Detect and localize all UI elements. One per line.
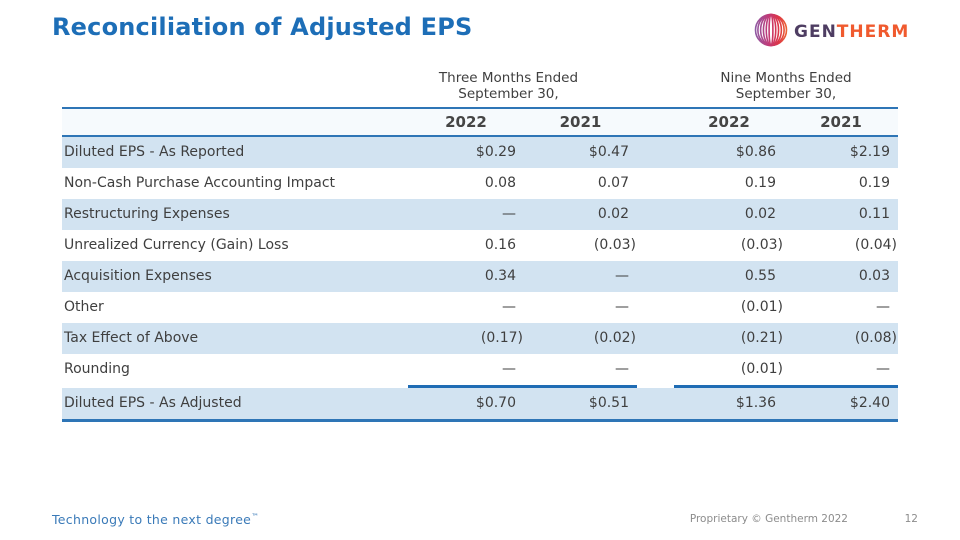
- logo-wordmark: GENTHERM: [794, 22, 909, 42]
- gentherm-globe-icon: [754, 13, 788, 51]
- cell-value: $0.86: [735, 144, 776, 161]
- cell-value: —: [615, 361, 629, 378]
- cell-value: 0.11: [858, 206, 890, 223]
- copyright-text: Proprietary © Gentherm 2022: [689, 513, 848, 525]
- cell-value: (0.03): [740, 237, 783, 254]
- table-row-diluted-eps-reported: Diluted EPS - As Reported $0.29 $0.47 $0…: [62, 136, 898, 168]
- subtotal-rules: [62, 384, 898, 388]
- tagline-text: Technology to the next degree: [52, 512, 252, 527]
- table-row-tax-effect: Tax Effect of Above (0.17) (0.02) (0.21)…: [62, 322, 898, 354]
- cell-value: 0.16: [484, 237, 516, 254]
- cell-value: $0.29: [475, 144, 516, 161]
- header-rule: [62, 106, 898, 109]
- row-label: Non-Cash Purchase Accounting Impact: [64, 175, 336, 192]
- trademark-symbol: ™: [251, 511, 259, 521]
- cell-value: 0.08: [484, 175, 516, 192]
- cell-value: 0.02: [597, 206, 629, 223]
- row-label: Other: [64, 299, 104, 316]
- logo-text-therm: THERM: [836, 22, 910, 42]
- year-header: 2021: [559, 112, 602, 131]
- cell-value: —: [502, 299, 516, 316]
- eps-reconciliation-table: Three Months Ended September 30, Nine Mo…: [62, 70, 898, 422]
- cell-value: 0.03: [858, 268, 890, 285]
- cell-value: $1.36: [735, 395, 776, 412]
- cell-value: —: [876, 361, 890, 378]
- year-header-row: 2022 2021 2022 2021: [62, 108, 898, 135]
- group-header-nine-months: Nine Months Ended September 30,: [720, 70, 852, 103]
- year-header: 2022: [708, 112, 750, 131]
- cell-value: $0.47: [588, 144, 629, 161]
- row-label: Acquisition Expenses: [64, 268, 212, 285]
- cell-value: (0.08): [854, 330, 897, 347]
- cell-value: 0.02: [744, 206, 776, 223]
- page-number: 12: [904, 513, 918, 525]
- cell-value: (0.01): [740, 361, 783, 378]
- cell-value: —: [615, 299, 629, 316]
- subtotal-rule-left: [408, 384, 637, 388]
- cell-value: $2.40: [849, 395, 890, 412]
- year-header: 2021: [820, 112, 862, 131]
- row-label: Restructuring Expenses: [64, 206, 230, 223]
- cell-value: (0.21): [740, 330, 783, 347]
- table-row-unrealized-currency: Unrealized Currency (Gain) Loss 0.16 (0.…: [62, 230, 898, 261]
- table-row-acquisition: Acquisition Expenses 0.34 — 0.55 0.03: [62, 260, 898, 292]
- cell-value: $0.51: [588, 395, 629, 412]
- table-row-non-cash-purchase: Non-Cash Purchase Accounting Impact 0.08…: [62, 168, 898, 199]
- cell-value: 0.19: [858, 175, 890, 192]
- cell-value: $0.70: [475, 395, 516, 412]
- tagline: Technology to the next degree™: [52, 512, 259, 527]
- cell-value: (0.01): [740, 299, 783, 316]
- year-header-rule: [62, 134, 898, 137]
- row-label: Rounding: [64, 361, 130, 378]
- cell-value: (0.03): [593, 237, 636, 254]
- cell-value: —: [615, 268, 629, 285]
- cell-value: 0.55: [744, 268, 776, 285]
- gentherm-logo: GENTHERM: [754, 13, 909, 51]
- cell-value: —: [502, 206, 516, 223]
- cell-value: —: [876, 299, 890, 316]
- row-label: Tax Effect of Above: [64, 330, 199, 347]
- group-header-three-months: Three Months Ended September 30,: [438, 70, 579, 103]
- row-label: Unrealized Currency (Gain) Loss: [64, 237, 289, 254]
- subtotal-rule-right: [674, 384, 898, 388]
- cell-value: (0.04): [854, 237, 897, 254]
- cell-value: 0.19: [744, 175, 776, 192]
- cell-value: (0.17): [480, 330, 523, 347]
- logo-text-gen: GEN: [794, 22, 837, 42]
- table-row-diluted-eps-adjusted: Diluted EPS - As Adjusted $0.70 $0.51 $1…: [62, 387, 898, 422]
- table-row-other: Other — — (0.01) —: [62, 292, 898, 323]
- table-row-restructuring: Restructuring Expenses — 0.02 0.02 0.11: [62, 198, 898, 230]
- year-header: 2022: [445, 112, 487, 131]
- cell-value: —: [502, 361, 516, 378]
- table-row-rounding: Rounding — — (0.01) —: [62, 354, 898, 385]
- cell-value: 0.34: [484, 268, 516, 285]
- cell-value: $2.19: [849, 144, 890, 161]
- row-label: Diluted EPS - As Reported: [64, 144, 245, 161]
- column-group-headers: Three Months Ended September 30, Nine Mo…: [62, 70, 898, 103]
- row-label: Diluted EPS - As Adjusted: [64, 395, 242, 412]
- cell-value: 0.07: [597, 175, 629, 192]
- cell-value: (0.02): [593, 330, 636, 347]
- page-title: Reconciliation of Adjusted EPS: [52, 13, 473, 41]
